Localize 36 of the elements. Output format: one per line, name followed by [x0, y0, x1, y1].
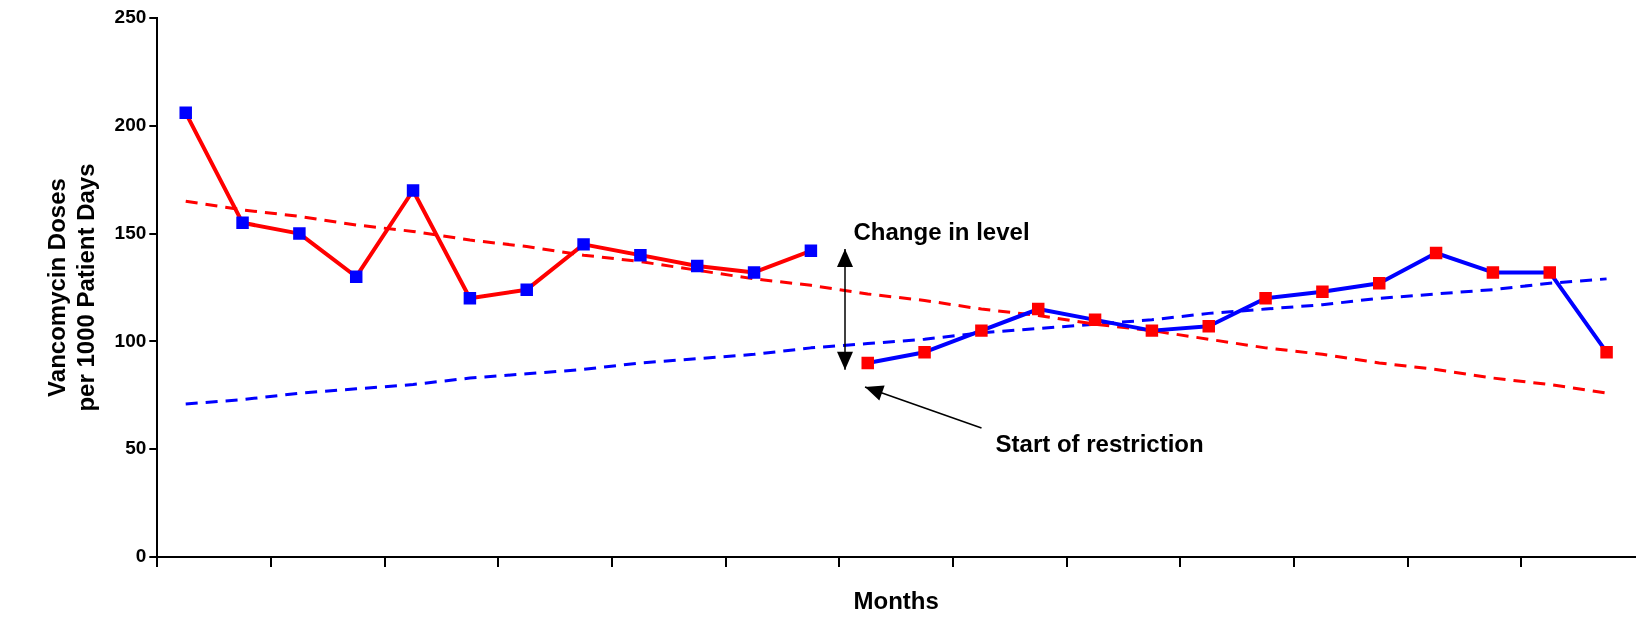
point: [1031, 302, 1045, 316]
point: [634, 248, 647, 262]
point: [236, 216, 249, 230]
point: [861, 356, 874, 370]
point: [520, 283, 533, 296]
point: [975, 324, 988, 337]
point: [1259, 292, 1272, 305]
y-tick-label: 100: [114, 329, 147, 351]
point: [804, 244, 818, 258]
y-tick-label: 150: [114, 221, 147, 243]
point: [1429, 246, 1443, 260]
point: [690, 259, 704, 273]
point: [1202, 320, 1215, 333]
point: [293, 227, 306, 240]
y-axis-title: Vancomycin Doses per 1000 Patient Days: [43, 163, 99, 412]
point: [179, 106, 192, 120]
y-tick-label: 0: [135, 545, 147, 567]
point: [1145, 324, 1159, 337]
point: [1600, 345, 1613, 359]
point: [463, 292, 477, 305]
point: [349, 270, 363, 283]
point: [1543, 266, 1556, 279]
annotation: Change in level: [853, 218, 1030, 246]
y-tick-label: 200: [114, 114, 147, 136]
point: [1373, 276, 1386, 290]
point: [1316, 285, 1329, 299]
point: [918, 345, 931, 359]
point: [1486, 266, 1500, 279]
point: [747, 266, 761, 279]
point: [1088, 313, 1102, 327]
annotation: Start of restriction: [995, 429, 1204, 457]
point: [406, 184, 420, 197]
y-tick-label: 50: [125, 437, 147, 459]
y-tick-label: 250: [114, 6, 147, 28]
x-axis-title: Months: [853, 587, 939, 615]
point: [577, 238, 590, 251]
